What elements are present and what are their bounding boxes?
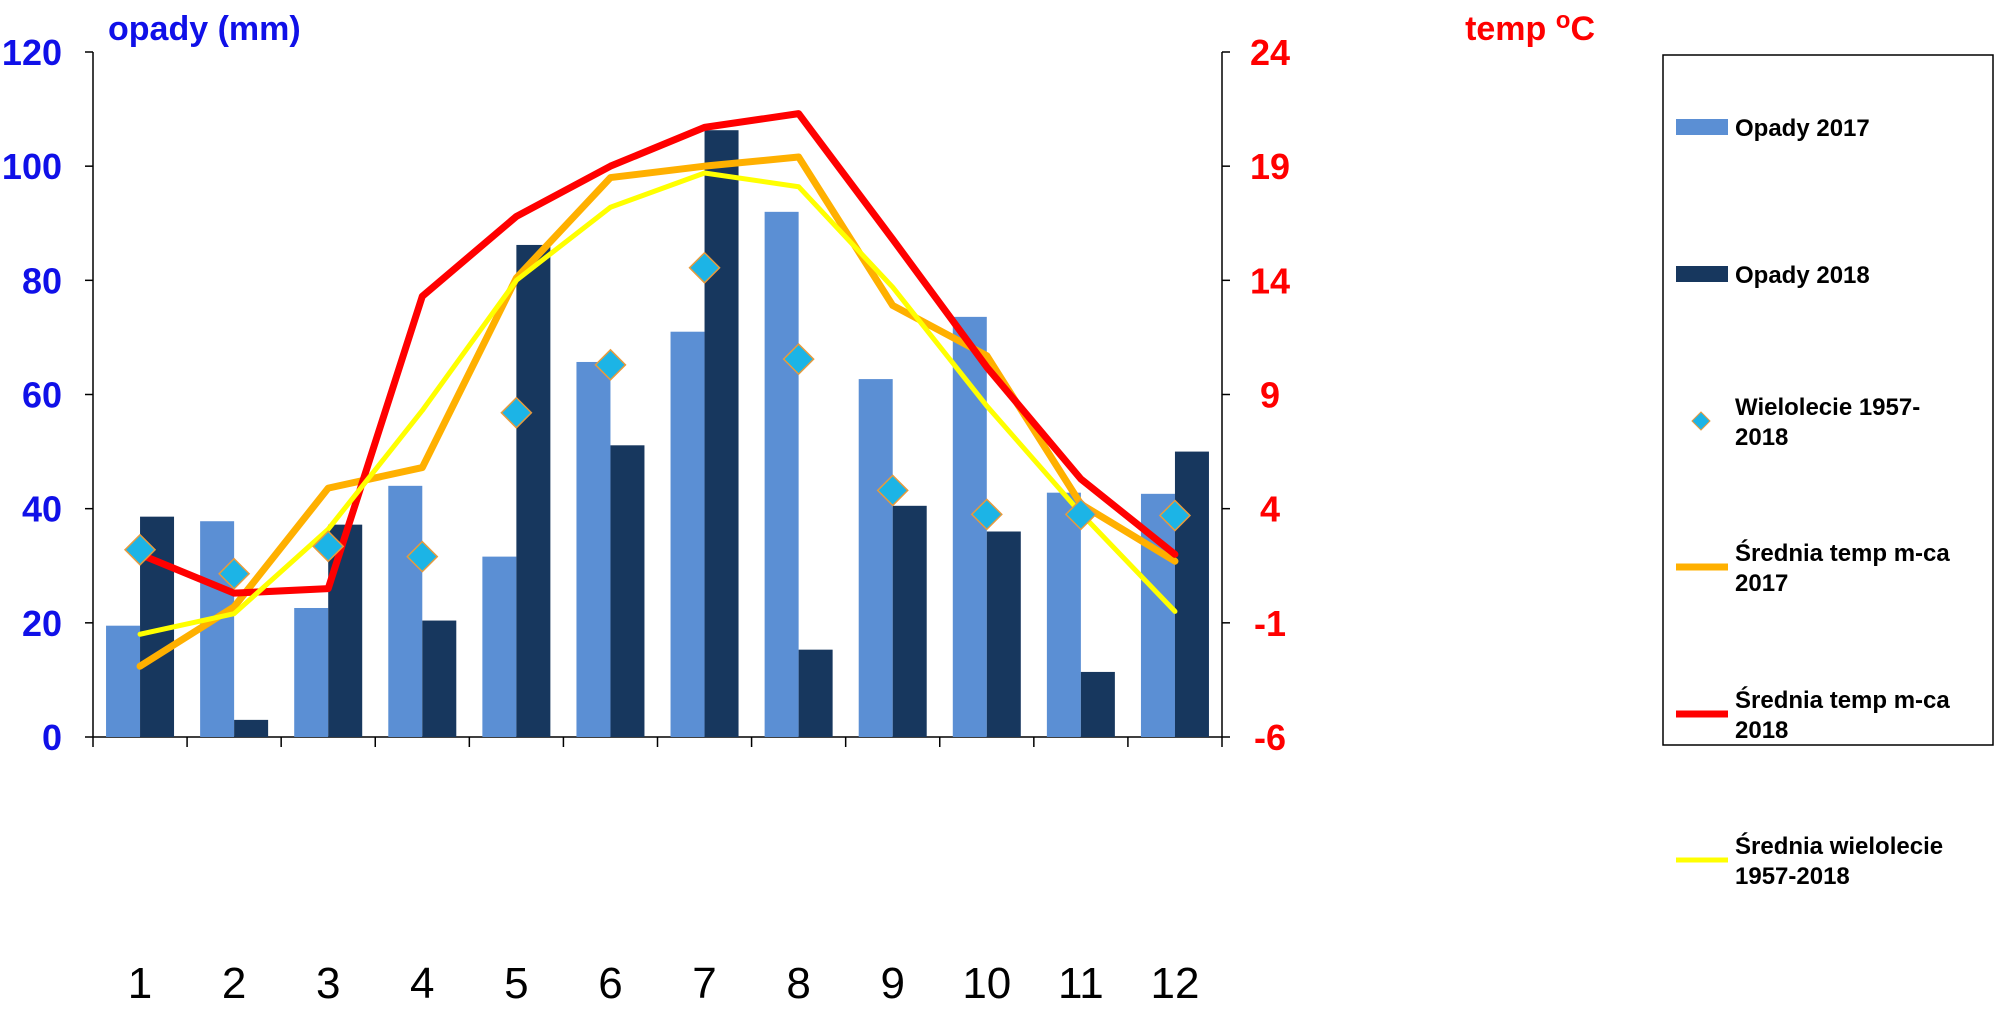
marker-wielolecie [1158, 499, 1192, 532]
left-tick-label: 100 [2, 146, 62, 187]
right-axis-title: temp oC [1465, 7, 1595, 48]
bar-opady-2018 [234, 719, 269, 737]
bar-opady-2018 [610, 445, 645, 737]
bar-opady-2017 [200, 521, 235, 737]
bar-opady-2017 [482, 556, 517, 737]
marker-wielolecie [1064, 498, 1097, 531]
marker-wielolecie [876, 474, 909, 507]
left-tick-label: 120 [2, 32, 62, 73]
x-tick-label: 10 [962, 959, 1011, 1008]
bar-series-group [106, 130, 1209, 738]
marker-wielolecie [500, 396, 533, 429]
bar-opady-2017 [576, 361, 611, 737]
bar-opady-2018 [422, 620, 457, 737]
x-axis: 1 2 3 4 5 6 7 8 9 10 11 12 [92, 737, 1223, 1008]
bar-opady-2018 [892, 505, 927, 737]
x-tick-label: 8 [786, 959, 810, 1008]
legend-swatch-bar [1676, 266, 1728, 282]
legend-label: 1957-2018 [1735, 863, 1850, 890]
bar-opady-2018 [1080, 671, 1115, 737]
right-tick-label: 24 [1250, 32, 1290, 73]
marker-wielolecie [688, 251, 721, 284]
left-tick-label: 40 [22, 489, 62, 530]
legend-label: 2018 [1735, 424, 1788, 451]
legend-label: Opady 2018 [1735, 262, 1870, 289]
bar-opady-2018 [1174, 451, 1209, 737]
x-tick-label: 12 [1150, 959, 1199, 1008]
right-tick-label: 14 [1250, 260, 1290, 301]
marker-wielolecie [406, 540, 439, 573]
bar-opady-2018 [986, 531, 1021, 737]
marker-wielolecie [218, 557, 251, 590]
bar-opady-2017 [764, 211, 799, 738]
left-tick-label: 80 [22, 260, 62, 301]
bar-opady-2017 [952, 316, 987, 737]
bar-opady-2017 [294, 607, 329, 737]
left-y-axis: 0 20 40 60 80 100 120 [2, 32, 93, 758]
line-średnia-temp-m-ca-2018 [136, 110, 1179, 597]
legend-swatch-bar [1676, 119, 1728, 135]
marker-wielolecie [782, 343, 815, 376]
marker-series-group [123, 251, 1192, 590]
x-tick-label: 1 [128, 959, 152, 1008]
bar-opady-2017 [388, 485, 423, 737]
legend-label: 2018 [1735, 717, 1788, 744]
right-y-axis: -6 -1 4 9 14 19 24 [1222, 32, 1290, 758]
legend-label: Opady 2017 [1735, 115, 1870, 142]
legend: Opady 2017 Opady 2018 Wielolecie 1957- 2018… [1662, 54, 1994, 890]
line-series-group [136, 110, 1179, 670]
right-tick-label: 19 [1250, 146, 1290, 187]
bar-opady-2017 [1046, 492, 1081, 737]
x-tick-label: 5 [504, 959, 528, 1008]
marker-wielolecie [312, 530, 345, 563]
right-tick-label: 4 [1260, 489, 1280, 530]
legend-swatch-marker [1691, 411, 1711, 431]
legend-label: Średnia temp m-ca [1735, 686, 1950, 714]
left-tick-label: 20 [22, 603, 62, 644]
left-tick-label: 60 [22, 375, 62, 416]
legend-box [1662, 54, 1994, 746]
right-tick-label: -1 [1254, 603, 1286, 644]
bar-opady-2017 [106, 625, 141, 737]
bar-opady-2018 [516, 244, 551, 738]
marker-wielolecie [970, 498, 1003, 531]
legend-label: Wielolecie 1957- [1735, 394, 1920, 421]
x-tick-label: 4 [410, 959, 434, 1008]
right-tick-label: 9 [1260, 375, 1280, 416]
legend-label: 2017 [1735, 570, 1788, 597]
bar-opady-2018 [704, 130, 739, 737]
x-tick-label: 3 [316, 959, 340, 1008]
x-tick-label: 6 [598, 959, 622, 1008]
x-tick-label: 9 [880, 959, 904, 1008]
x-tick-label: 11 [1058, 959, 1104, 1008]
bar-opady-2017 [670, 331, 705, 737]
left-axis-title: opady (mm) [108, 10, 301, 48]
legend-label: Średnia wielolecie [1735, 832, 1943, 860]
left-tick-label: 0 [42, 717, 62, 758]
x-tick-label: 2 [222, 959, 246, 1008]
line-średnia-wielolecie-1957-2018 [137, 170, 1178, 637]
bar-opady-2018 [798, 649, 833, 737]
right-tick-label: -6 [1254, 717, 1286, 758]
x-tick-label: 7 [692, 959, 716, 1008]
legend-label: Średnia temp m-ca [1735, 539, 1950, 567]
marker-wielolecie [123, 533, 157, 566]
marker-wielolecie [594, 348, 627, 381]
bar-opady-2017 [858, 379, 893, 737]
